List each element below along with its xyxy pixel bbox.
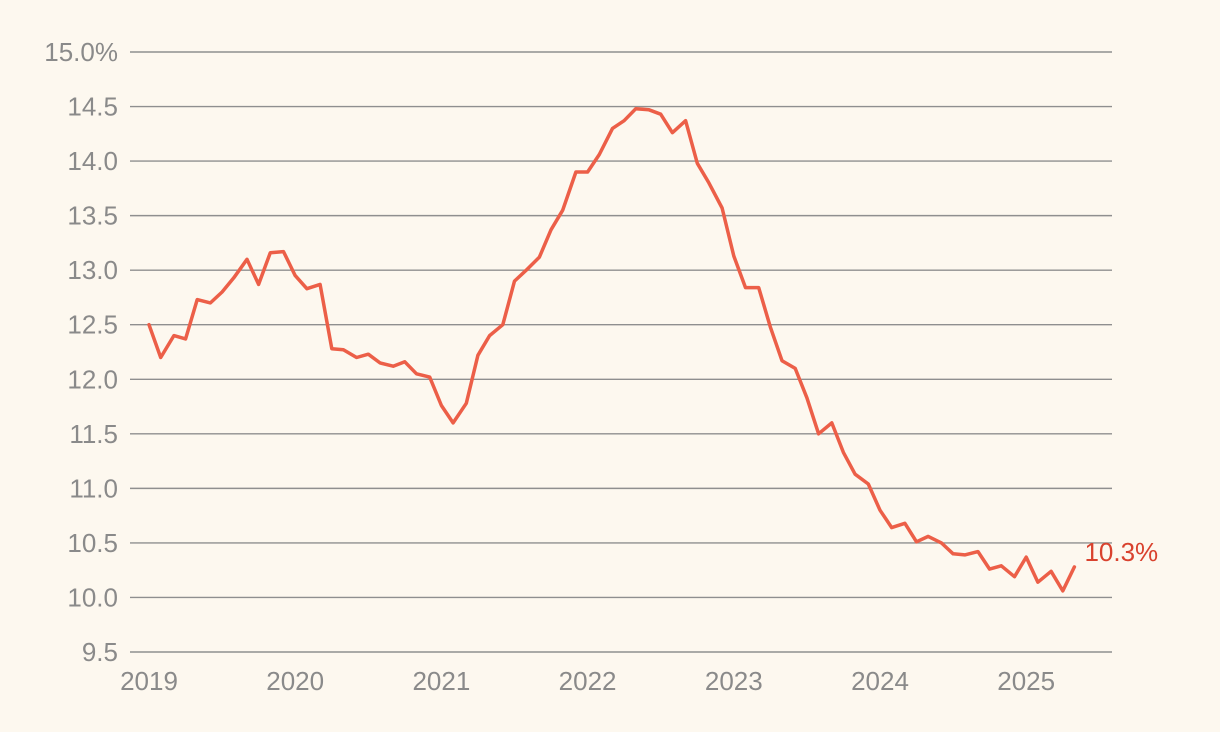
y-tick-label: 14.5 — [67, 92, 118, 122]
series-line — [147, 106, 1077, 593]
y-tick-label: 13.5 — [67, 201, 118, 231]
y-tick-label: 10.5 — [67, 528, 118, 558]
y-tick-label: 12.0 — [67, 364, 118, 394]
y-axis-ticks: 15.0% 14.5 14.0 13.5 13.0 12.5 12.0 11.5 11.0 10.… — [44, 37, 118, 667]
y-tick-label: 9.5 — [82, 637, 118, 667]
y-tick-label: 13.0 — [67, 255, 118, 285]
annotation-layer: 10.3% — [1084, 537, 1158, 567]
y-tick-label: 15.0% — [44, 37, 118, 67]
x-tick-label: 2021 — [412, 666, 470, 696]
x-tick-label: 2025 — [997, 666, 1055, 696]
x-tick-label: 2019 — [120, 666, 178, 696]
y-tick-label: 11.5 — [69, 419, 118, 449]
x-tick-label: 2020 — [266, 666, 324, 696]
x-tick-label: 2023 — [705, 666, 763, 696]
x-tick-label: 2022 — [559, 666, 617, 696]
x-axis-ticks: 2019 2020 2021 2022 2023 2024 2025 — [120, 666, 1055, 696]
y-tick-label: 14.0 — [67, 146, 118, 176]
y-tick-label: 12.5 — [67, 310, 118, 340]
end-value-label: 10.3% — [1084, 537, 1158, 567]
y-tick-label: 10.0 — [67, 582, 118, 612]
x-tick-label: 2024 — [851, 666, 909, 696]
series-layer — [147, 106, 1077, 593]
gridlines — [130, 51, 1112, 653]
y-tick-label: 11.0 — [69, 473, 118, 503]
